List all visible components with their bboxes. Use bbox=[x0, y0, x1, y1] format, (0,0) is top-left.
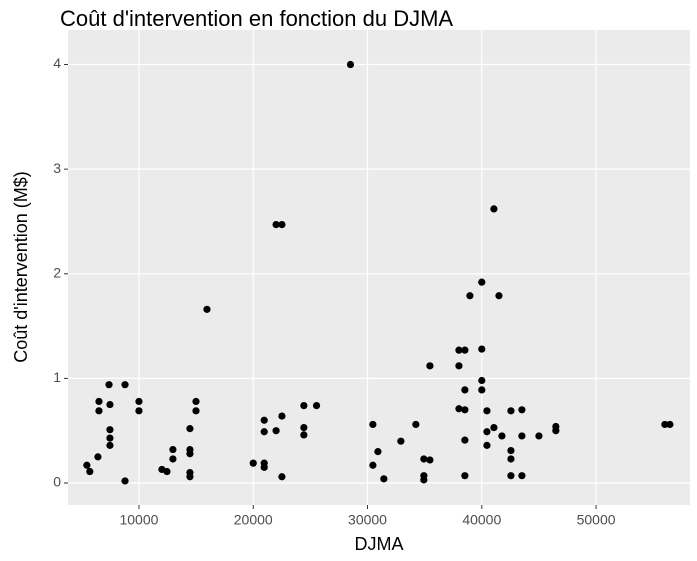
point bbox=[105, 381, 113, 389]
y-tick-label: 2 bbox=[53, 264, 61, 280]
point bbox=[507, 455, 515, 463]
point bbox=[455, 362, 463, 370]
point bbox=[278, 412, 286, 420]
point bbox=[278, 221, 286, 229]
point bbox=[455, 346, 463, 354]
point bbox=[106, 434, 114, 442]
point bbox=[169, 445, 177, 454]
point bbox=[192, 407, 200, 415]
point bbox=[278, 473, 286, 481]
point bbox=[135, 397, 143, 406]
point bbox=[106, 426, 114, 434]
x-axis-label: DJMA bbox=[355, 534, 404, 554]
point bbox=[483, 428, 491, 436]
x-tick-label: 40000 bbox=[462, 512, 501, 528]
point bbox=[507, 407, 515, 415]
point bbox=[535, 432, 543, 440]
point bbox=[163, 467, 171, 476]
point bbox=[300, 423, 308, 432]
point bbox=[249, 459, 257, 467]
x-tick-label: 30000 bbox=[348, 512, 387, 528]
point bbox=[260, 416, 268, 424]
point bbox=[498, 432, 506, 440]
point bbox=[192, 397, 200, 406]
point bbox=[260, 428, 268, 436]
point bbox=[507, 472, 515, 480]
point bbox=[461, 346, 469, 354]
point bbox=[106, 400, 114, 409]
point bbox=[86, 467, 94, 476]
point bbox=[478, 376, 486, 385]
point bbox=[483, 441, 491, 449]
point bbox=[461, 406, 469, 414]
point bbox=[121, 477, 129, 485]
point bbox=[369, 420, 377, 429]
point bbox=[426, 362, 434, 370]
point bbox=[94, 453, 102, 461]
point bbox=[186, 473, 194, 481]
point bbox=[186, 450, 194, 458]
point bbox=[121, 381, 129, 389]
point bbox=[507, 446, 515, 455]
x-tick-label: 20000 bbox=[234, 512, 273, 528]
point bbox=[552, 427, 560, 435]
point bbox=[478, 386, 486, 394]
point bbox=[518, 432, 526, 440]
point bbox=[380, 475, 388, 483]
point bbox=[412, 420, 420, 429]
point bbox=[203, 305, 211, 313]
y-tick-label: 4 bbox=[53, 55, 61, 71]
point bbox=[300, 402, 308, 410]
point bbox=[272, 221, 280, 229]
point bbox=[346, 60, 355, 69]
y-tick-label: 1 bbox=[53, 369, 61, 385]
point bbox=[495, 292, 503, 300]
point bbox=[483, 407, 491, 415]
chart-title: Coût d'intervention en fonction du DJMA bbox=[60, 6, 453, 31]
point bbox=[95, 407, 103, 415]
point bbox=[518, 406, 526, 414]
x-tick-label: 10000 bbox=[119, 512, 158, 528]
point bbox=[420, 455, 428, 463]
point bbox=[260, 463, 268, 471]
point bbox=[95, 397, 103, 406]
panel bbox=[68, 30, 690, 505]
point bbox=[490, 205, 498, 213]
point bbox=[369, 461, 377, 469]
point bbox=[397, 437, 405, 445]
point bbox=[466, 292, 474, 300]
point bbox=[135, 407, 143, 415]
point bbox=[186, 425, 194, 433]
point bbox=[490, 423, 498, 432]
x-tick-label: 50000 bbox=[577, 512, 616, 528]
y-tick-label: 3 bbox=[53, 160, 61, 176]
point bbox=[420, 476, 428, 484]
point bbox=[106, 441, 114, 449]
point bbox=[374, 448, 382, 456]
y-axis-label: Coût d'intervention (M$) bbox=[11, 171, 31, 363]
point bbox=[300, 431, 308, 439]
point bbox=[169, 455, 177, 463]
point bbox=[426, 456, 434, 464]
y-tick-label: 0 bbox=[53, 474, 61, 490]
point bbox=[661, 420, 669, 429]
point bbox=[455, 405, 463, 413]
point bbox=[518, 472, 526, 480]
point bbox=[666, 420, 674, 429]
point bbox=[461, 386, 469, 394]
point bbox=[478, 345, 486, 353]
point bbox=[478, 278, 486, 286]
point bbox=[461, 472, 469, 480]
point bbox=[461, 436, 469, 444]
point bbox=[272, 427, 280, 435]
point bbox=[312, 402, 321, 410]
point bbox=[83, 461, 91, 469]
